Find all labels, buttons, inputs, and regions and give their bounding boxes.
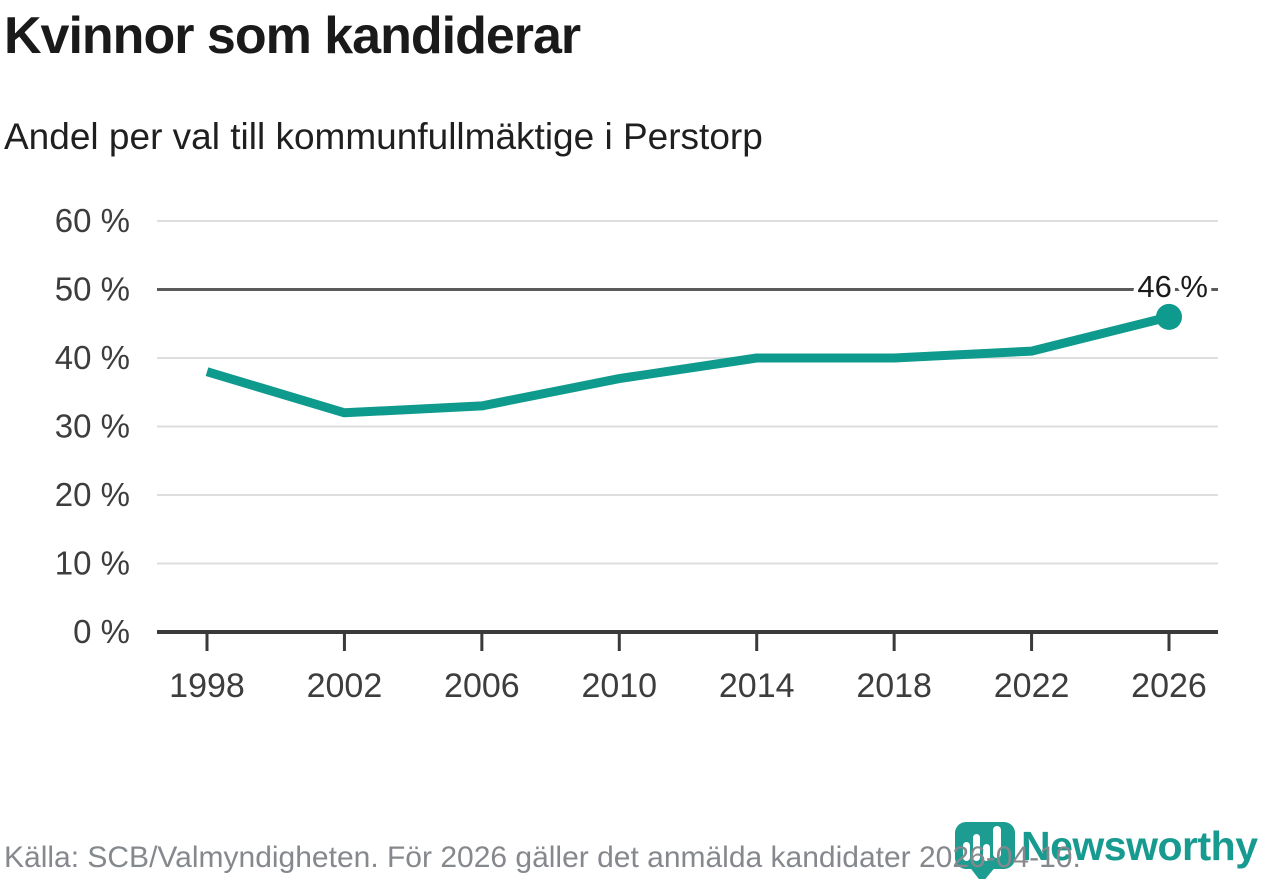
y-tick-label-10: 10 % [55,545,130,582]
series-line [205,312,1171,418]
chart-subtitle: Andel per val till kommunfullmäktige i P… [4,116,763,157]
logo-bar-3 [983,844,990,861]
newsworthy-wordmark: Newsworthy [1021,823,1258,869]
x-tick-label-2006: 2006 [444,667,520,705]
logo-bar-2 [973,834,980,861]
x-tick-label-2014: 2014 [719,667,795,705]
x-tick-label-2026: 2026 [1131,667,1207,705]
end-point-marker [1156,303,1182,330]
logo-bar-4 [993,826,1001,858]
y-tick-label-50: 50 % [55,271,130,308]
logo-bubble-tail [968,865,997,879]
logo-bar-1 [963,842,970,861]
y-tick-label-0: 0 % [73,613,130,650]
y-tick-label-30: 30 % [55,408,130,445]
source-note: Källa: SCB/Valmyndigheten. För 2026 gäll… [4,841,1081,874]
y-tick-label-20: 20 % [55,476,130,513]
end-point-label: 46 % [1137,269,1208,304]
x-tick-label-2010: 2010 [581,667,657,705]
y-tick-label-40: 40 % [55,339,130,376]
x-tick-label-2018: 2018 [856,667,932,705]
x-tick-label-2002: 2002 [307,667,383,705]
chart-title: Kvinnor som kandiderar [4,7,581,65]
newsworthy-logo-icon [955,822,1015,879]
y-tick-label-60: 60 % [55,202,130,239]
x-tick-label-2022: 2022 [994,667,1070,705]
x-tick-label-1998: 1998 [169,667,245,705]
